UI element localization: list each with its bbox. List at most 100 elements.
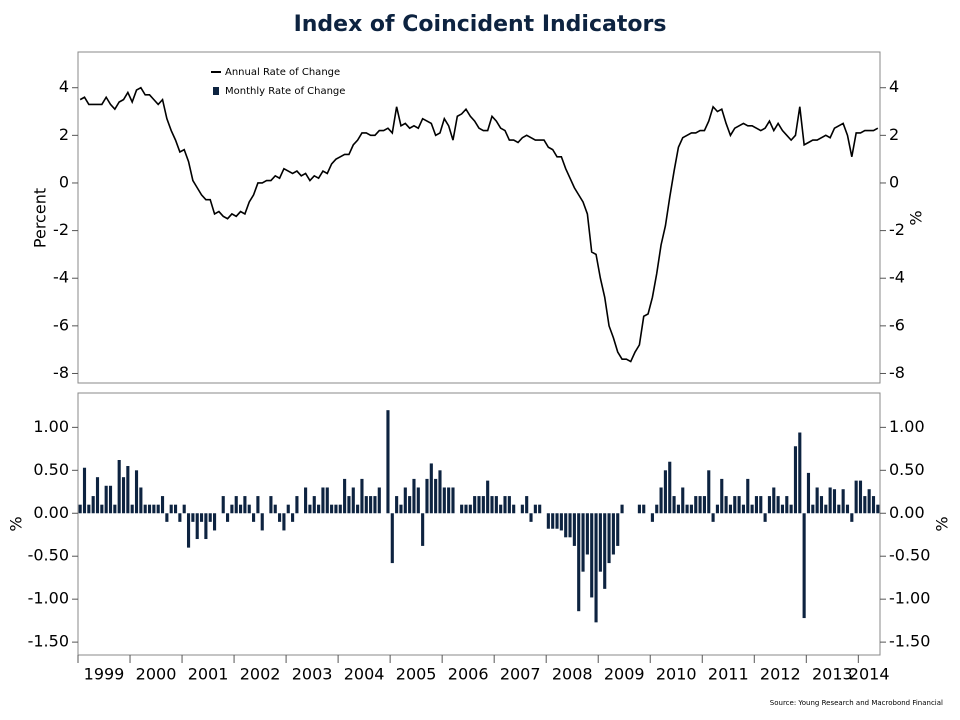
bar bbox=[559, 513, 563, 531]
bar bbox=[585, 513, 589, 555]
bar bbox=[338, 504, 342, 514]
bar bbox=[247, 504, 251, 514]
y2-tick-label: -1.50 bbox=[889, 632, 930, 651]
plot-frame bbox=[77, 392, 881, 656]
bar bbox=[143, 504, 147, 514]
bar bbox=[78, 504, 82, 514]
bar bbox=[672, 496, 676, 514]
bar bbox=[160, 496, 165, 514]
bar bbox=[607, 513, 611, 564]
bar bbox=[477, 496, 481, 514]
bar bbox=[425, 478, 429, 514]
bar bbox=[806, 472, 811, 514]
bar bbox=[243, 496, 247, 514]
bar bbox=[763, 513, 767, 522]
y-tick-label: 1.00 bbox=[33, 417, 69, 436]
bar bbox=[282, 513, 286, 531]
bar bbox=[364, 496, 368, 514]
y-axis-label: % bbox=[7, 516, 26, 531]
y2-tick-label: 0.00 bbox=[889, 503, 925, 522]
bar bbox=[451, 487, 455, 514]
bar bbox=[100, 504, 104, 514]
bar bbox=[837, 504, 841, 514]
bar bbox=[356, 504, 360, 514]
bar bbox=[126, 466, 130, 514]
bar bbox=[278, 513, 282, 522]
bar bbox=[594, 513, 598, 623]
bar bbox=[746, 478, 750, 514]
bar bbox=[850, 513, 854, 522]
y-tick-label: -0.50 bbox=[28, 546, 69, 565]
y2-tick-label: -1.00 bbox=[889, 589, 930, 608]
bar bbox=[447, 487, 451, 514]
bar bbox=[728, 504, 732, 514]
bar bbox=[273, 504, 277, 514]
bar bbox=[611, 513, 615, 555]
bar bbox=[776, 496, 780, 514]
y2-axis-label: % bbox=[907, 210, 926, 225]
bar bbox=[494, 496, 498, 514]
bar bbox=[343, 478, 347, 514]
bar bbox=[503, 496, 507, 514]
y-tick-label: -6 bbox=[53, 315, 69, 334]
bar bbox=[113, 504, 117, 514]
bar bbox=[733, 496, 737, 514]
bar bbox=[351, 487, 355, 514]
bar bbox=[507, 496, 511, 514]
x-tick-label: 2010 bbox=[656, 665, 697, 684]
y-tick-label: -8 bbox=[53, 363, 69, 382]
bar bbox=[239, 504, 243, 514]
bar bbox=[707, 470, 711, 514]
bar bbox=[486, 480, 490, 514]
bar bbox=[481, 496, 485, 514]
plot-frame bbox=[77, 51, 881, 384]
bar bbox=[373, 496, 377, 514]
line-series bbox=[79, 86, 879, 363]
bar bbox=[429, 463, 433, 514]
bar bbox=[546, 513, 550, 529]
x-tick-label: 2000 bbox=[136, 665, 177, 684]
bar bbox=[529, 513, 533, 522]
bar bbox=[789, 504, 793, 514]
bar bbox=[286, 504, 290, 514]
source: Source: Young Research and Macrobond Fin… bbox=[770, 699, 943, 707]
y2-tick-label: 1.00 bbox=[889, 417, 925, 436]
bar bbox=[533, 504, 537, 514]
bar bbox=[845, 504, 850, 514]
bar bbox=[291, 513, 295, 522]
bar bbox=[199, 513, 204, 522]
bar bbox=[520, 504, 524, 514]
x-tick-label: 2013 bbox=[812, 665, 853, 684]
y2-tick-label: 0.50 bbox=[889, 460, 925, 479]
bar bbox=[386, 410, 390, 514]
bar bbox=[442, 487, 446, 514]
y2-tick-label: 2 bbox=[889, 125, 899, 144]
bar bbox=[759, 496, 763, 514]
bar bbox=[577, 513, 581, 612]
bar bbox=[403, 487, 407, 514]
x-tick-label: 2007 bbox=[500, 665, 541, 684]
bar bbox=[147, 504, 152, 514]
bar bbox=[134, 470, 139, 514]
bar bbox=[551, 513, 555, 529]
bar bbox=[572, 513, 576, 546]
bar bbox=[668, 461, 672, 514]
bar bbox=[334, 504, 338, 514]
x-tick-label: 2004 bbox=[344, 665, 385, 684]
bar bbox=[676, 504, 680, 514]
bar bbox=[663, 470, 667, 514]
x-tick-label: 2009 bbox=[604, 665, 645, 684]
y-tick-label: 0 bbox=[59, 172, 69, 191]
bar bbox=[698, 496, 702, 514]
bar bbox=[208, 513, 212, 522]
bar bbox=[832, 489, 837, 514]
x-tick-label: 2001 bbox=[188, 665, 229, 684]
y2-tick-label: -4 bbox=[889, 268, 905, 287]
y-tick-label: -2 bbox=[53, 220, 69, 239]
y-tick-label: -4 bbox=[53, 268, 69, 287]
bar bbox=[269, 496, 273, 514]
legend-label: Annual Rate of Change bbox=[225, 67, 340, 78]
x-tick-label: 2003 bbox=[292, 665, 333, 684]
bar bbox=[568, 513, 572, 538]
